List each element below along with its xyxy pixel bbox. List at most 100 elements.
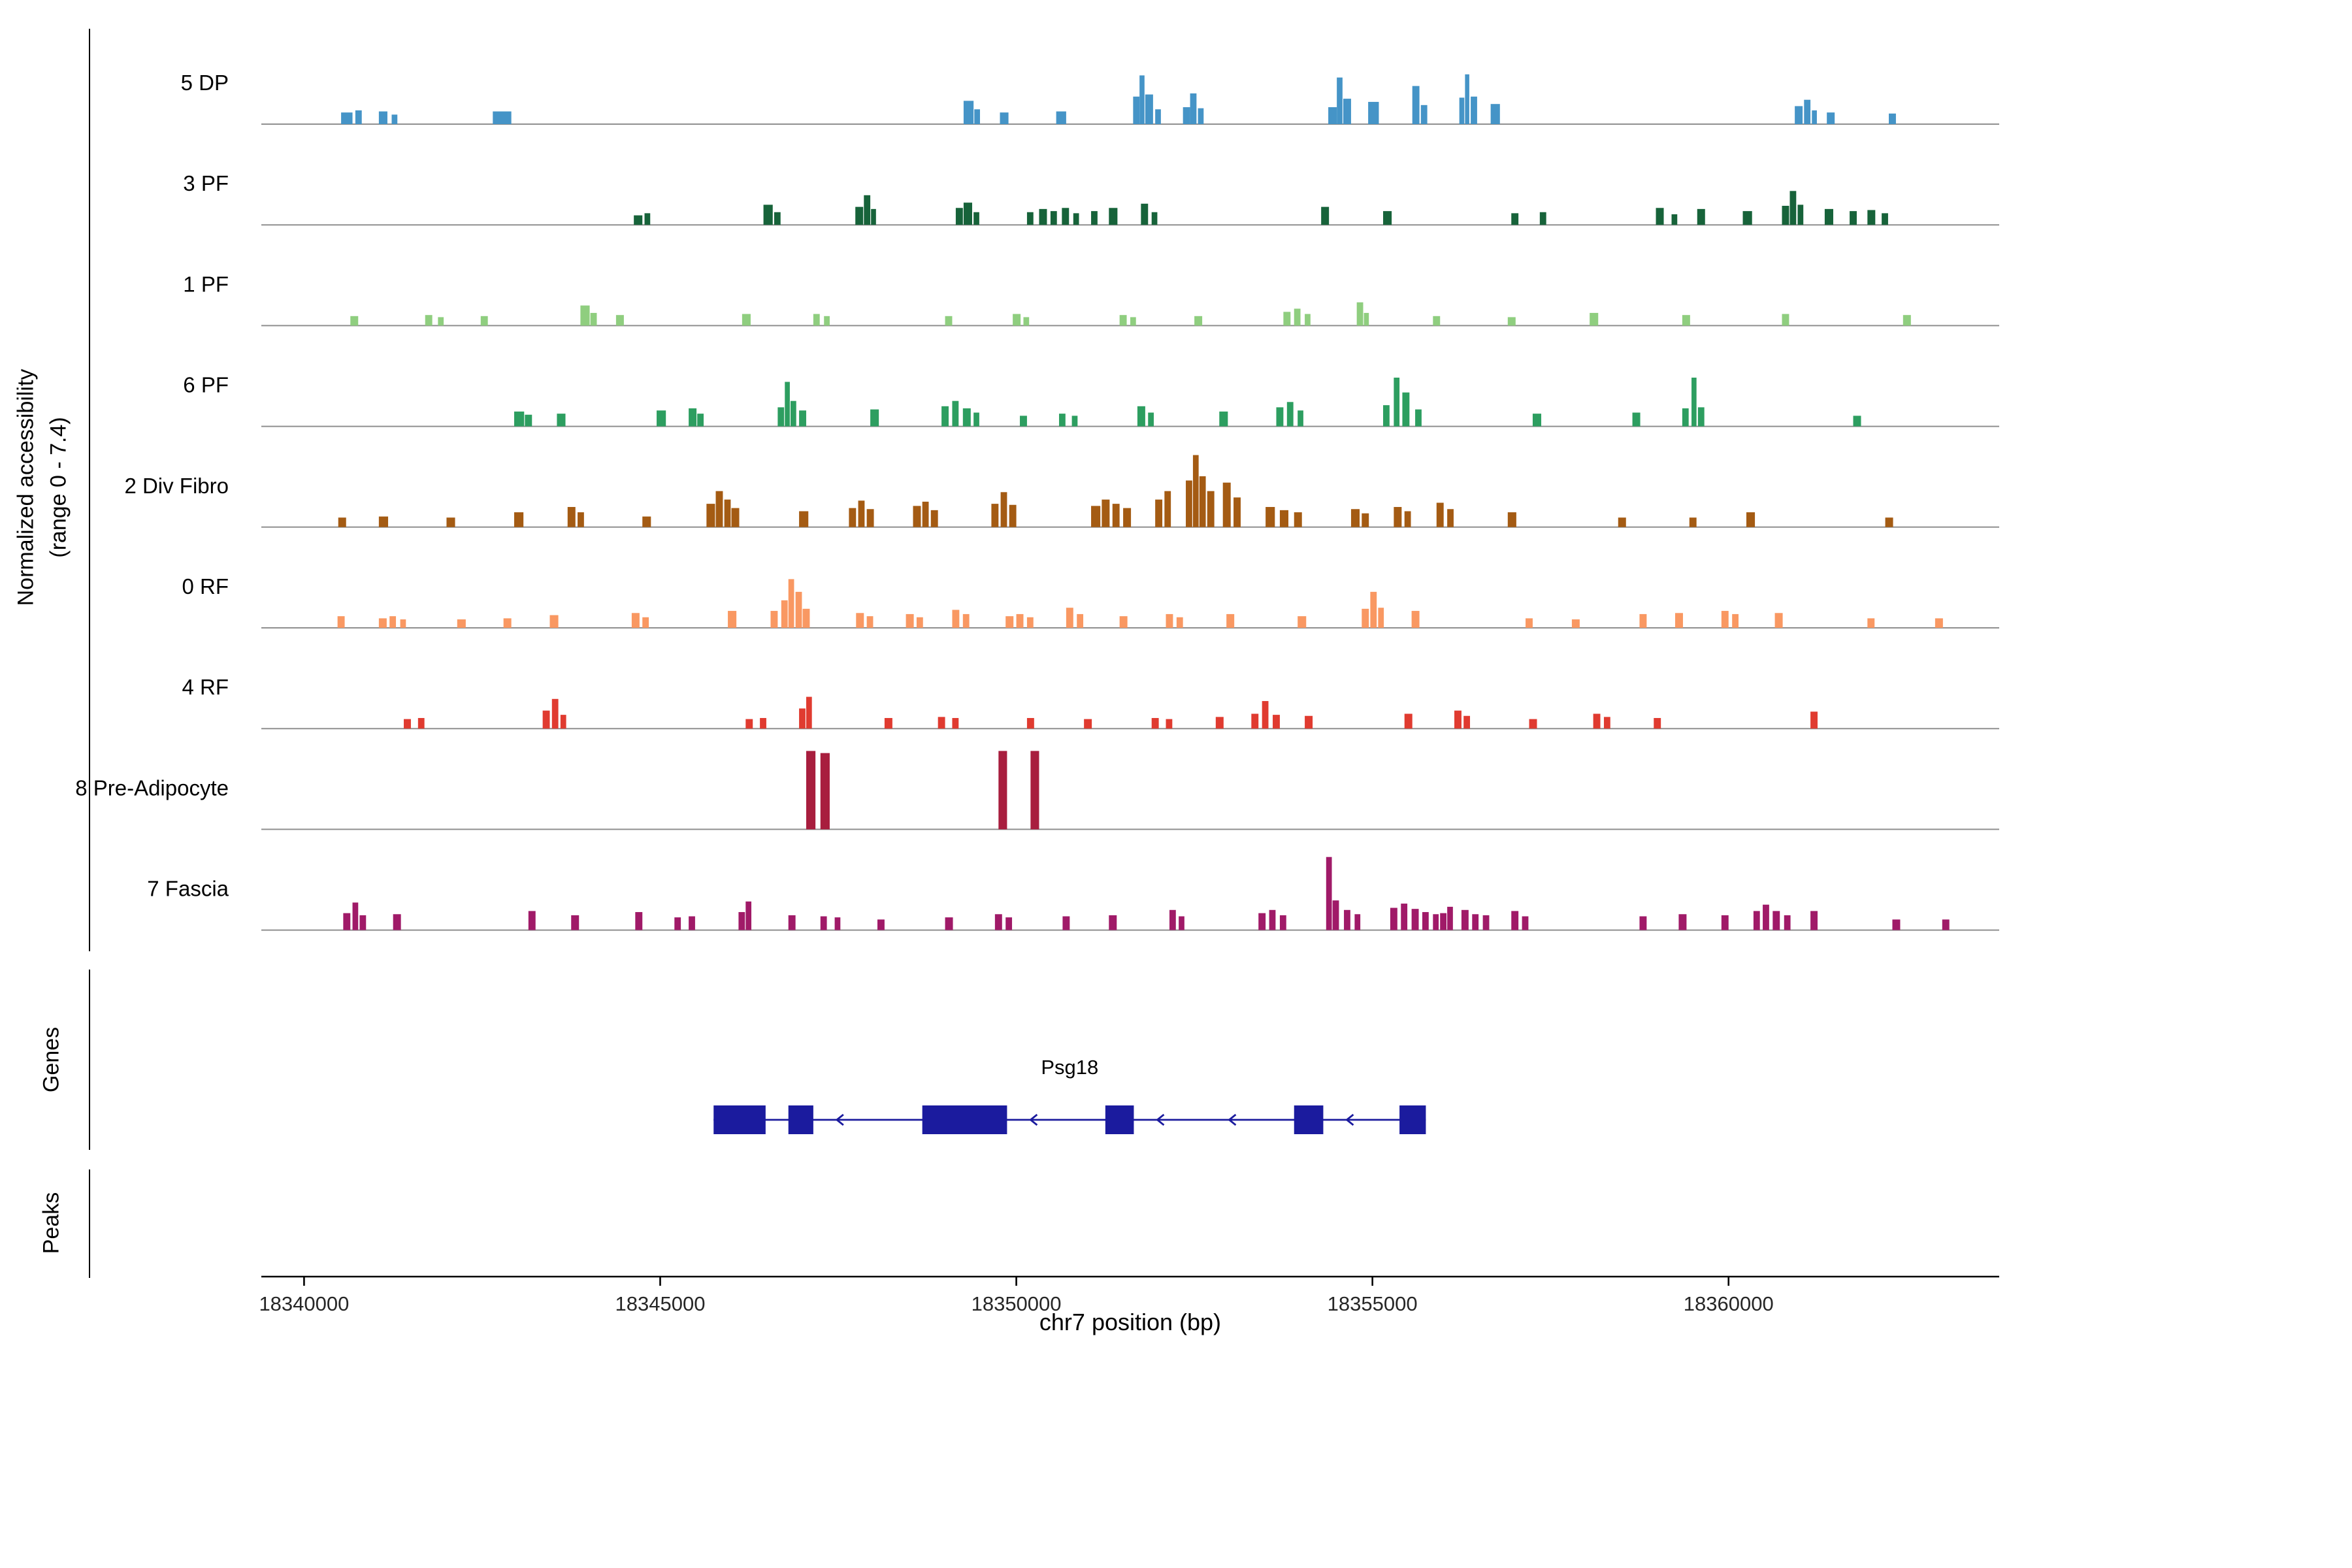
coverage-bar — [1091, 506, 1101, 527]
coverage-bar — [1056, 111, 1066, 124]
coverage-bar — [689, 916, 695, 930]
coverage-bar — [557, 414, 566, 427]
coverage-bar — [1746, 512, 1756, 527]
coverage-bar — [1827, 112, 1835, 124]
coverage-bar — [952, 610, 960, 628]
coverage-bar — [1123, 508, 1132, 527]
coverage-bar — [866, 616, 874, 628]
track-6-pf: 6 PF — [183, 373, 1999, 427]
coverage-bar — [1141, 203, 1149, 225]
y-axis-label: Normalized accessibility (range 0 - 7.4) — [11, 369, 76, 606]
coverage-bar — [799, 708, 806, 729]
coverage-bar — [834, 917, 841, 930]
coverage-bar — [1133, 96, 1140, 124]
coverage-bar — [1005, 616, 1014, 628]
coverage-bar — [1164, 491, 1171, 527]
coverage-bar — [338, 517, 346, 527]
coverage-bar — [1119, 315, 1127, 326]
coverage-bar — [1795, 106, 1803, 124]
coverage-bar — [824, 316, 830, 326]
coverage-bar — [1258, 913, 1266, 930]
coverage-bar — [1283, 312, 1291, 326]
coverage-bar — [813, 314, 820, 326]
coverage-bar — [1763, 904, 1769, 930]
coverage-bar — [1678, 914, 1687, 930]
coverage-bar — [1344, 909, 1350, 930]
coverage-bar — [1742, 211, 1752, 225]
coverage-bar — [1294, 512, 1302, 527]
exon — [713, 1105, 766, 1134]
coverage-bar — [1026, 717, 1034, 729]
coverage-bar — [1454, 710, 1462, 729]
coverage-bar — [745, 719, 753, 729]
track-3-pf: 3 PF — [183, 171, 1999, 226]
coverage-bar — [1192, 455, 1199, 527]
coverage-bar — [1867, 618, 1875, 628]
coverage-bar — [1356, 302, 1364, 326]
coverage-bar — [1942, 919, 1950, 930]
coverage-bar — [1279, 915, 1286, 930]
coverage-bar — [1109, 915, 1117, 930]
coverage-bar — [864, 195, 871, 225]
coverage-bar — [706, 504, 715, 527]
coverage-bar — [1889, 113, 1896, 124]
coverage-bar — [642, 617, 649, 628]
coverage-bar — [1433, 914, 1439, 930]
coverage-bar — [1298, 410, 1303, 427]
coverage-bar — [938, 717, 945, 729]
coverage-bar — [343, 913, 351, 930]
coverage-bar — [941, 406, 949, 427]
x-tick-label: 18350000 — [972, 1292, 1062, 1315]
coverage-bar — [352, 902, 359, 930]
coverage-bar — [1337, 77, 1343, 124]
coverage-bar — [1812, 110, 1817, 124]
coverage-bar — [715, 491, 723, 527]
coverage-bar — [1593, 713, 1601, 729]
coverage-bar — [994, 914, 1002, 930]
coverage-bar — [1654, 717, 1661, 729]
coverage-bar — [1062, 208, 1070, 225]
coverage-bar — [1186, 480, 1192, 527]
coverage-bar — [820, 916, 827, 930]
coverage-bar — [1691, 378, 1697, 427]
coverage-bar — [1077, 613, 1084, 628]
coverage-bar — [1850, 211, 1857, 225]
coverage-bar — [1390, 907, 1397, 930]
coverage-bar — [802, 608, 810, 628]
coverage-bar — [1797, 204, 1804, 225]
track-label: 8 Pre-Adipocyte — [75, 776, 229, 800]
coverage-bar — [438, 317, 444, 326]
coverage-bar — [1882, 213, 1888, 225]
coverage-bar — [955, 208, 963, 225]
coverage-bar — [1885, 517, 1893, 527]
coverage-bar — [973, 212, 979, 225]
exon — [788, 1105, 813, 1134]
coverage-bar — [1262, 701, 1269, 729]
coverage-bar — [858, 500, 865, 527]
coverage-bar — [1411, 611, 1420, 628]
coverage-bar — [788, 915, 796, 930]
exon — [1105, 1105, 1134, 1134]
coverage-bar — [1183, 107, 1190, 124]
coverage-bar — [1422, 912, 1429, 930]
coverage-bar — [1058, 414, 1066, 427]
coverage-bar — [1732, 613, 1739, 628]
coverage-bar — [1447, 509, 1454, 527]
coverage-bar — [945, 316, 953, 326]
coverage-bar — [1119, 616, 1128, 628]
track-4-rf: 4 RF — [182, 675, 1999, 730]
coverage-bar — [514, 512, 524, 527]
coverage-bar — [480, 316, 488, 326]
coverage-bar — [1332, 900, 1339, 930]
coverage-bar — [1383, 405, 1390, 427]
x-tick-label: 18360000 — [1684, 1292, 1774, 1315]
coverage-bar — [400, 619, 406, 628]
coverage-bar — [974, 109, 980, 124]
y-axis-label-line1: Normalized accessibility — [13, 368, 39, 606]
coverage-bar — [1539, 212, 1546, 225]
track-label: 3 PF — [183, 171, 229, 195]
coverage-bar — [1482, 915, 1490, 930]
coverage-bar — [763, 204, 773, 225]
coverage-bar — [1412, 86, 1420, 124]
